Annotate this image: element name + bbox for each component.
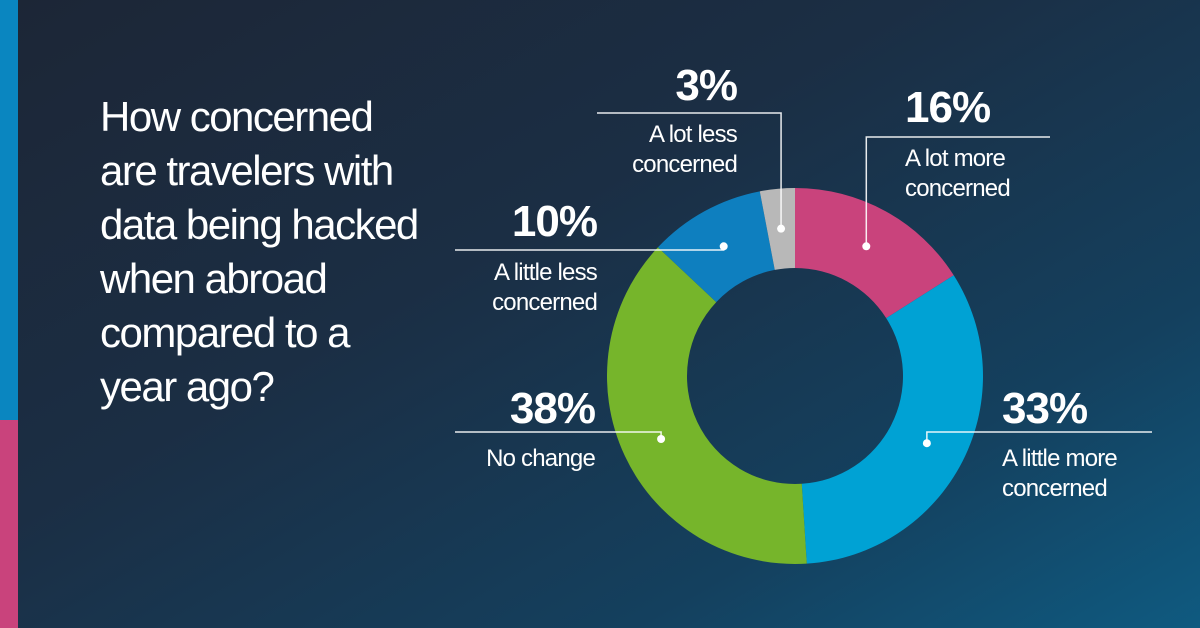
slice-category-label: concerned [492,289,597,316]
donut-slice [795,188,954,319]
accent-bar-pink [0,420,18,628]
leader-dot [862,242,871,251]
leader-dot [719,242,728,251]
slice-value-label: 3% [675,61,737,110]
donut-slice [657,191,775,303]
leader-line [865,136,1050,247]
question-heading: How concerned are travelers with data be… [100,93,419,410]
slice-value-label: 33% [1002,384,1087,433]
leader-dot [777,224,786,233]
slice-value-label: 38% [510,384,595,433]
slice-category-label: concerned [1002,475,1107,502]
slice-category-label: A little less [494,259,598,286]
leader-dot [657,435,666,444]
accent-bar-blue [0,0,18,420]
slice-category-label: No change [486,445,595,472]
donut-slice [801,275,983,564]
leader-dot [922,439,931,448]
leader-line [597,112,782,229]
slice-category-label: A lot more [905,145,1005,172]
slice-category-label: A lot less [649,121,738,148]
slice-category-label: concerned [632,151,737,178]
slice-category-label: A little more [1002,445,1117,472]
slice-value-label: 16% [905,83,990,132]
slice-category-label: concerned [905,175,1010,202]
slice-value-label: 10% [512,197,597,246]
donut-slice [606,247,807,564]
